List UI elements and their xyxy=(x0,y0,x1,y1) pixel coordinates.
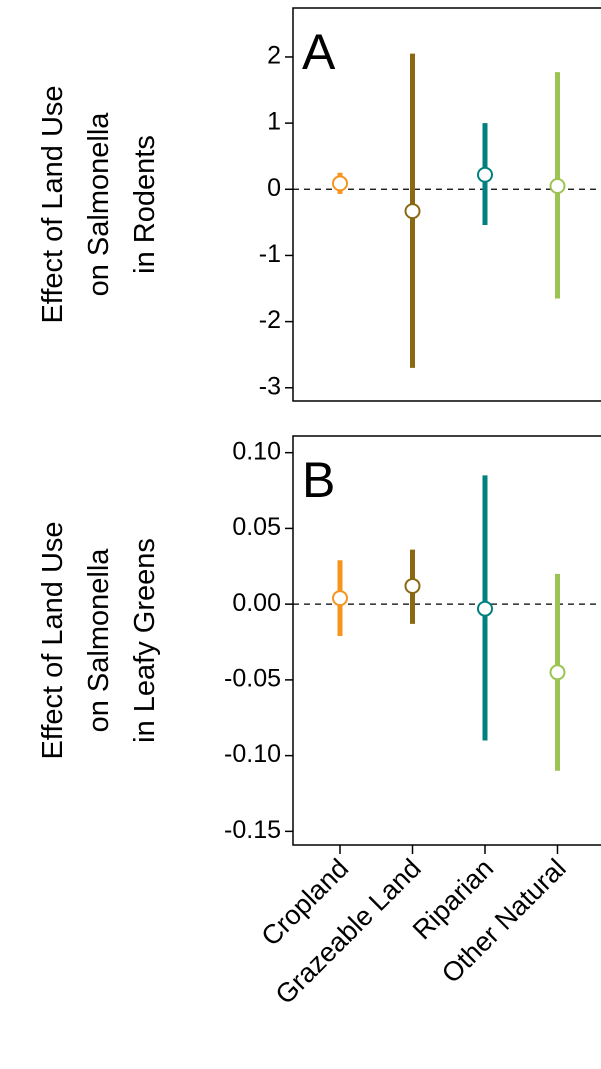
y-axis-title: on Salmonella xyxy=(83,548,115,733)
y-axis-title: in Rodents xyxy=(129,135,161,274)
y-tick-label: 0.05 xyxy=(232,513,281,541)
y-axis-title: Effect of Land Use xyxy=(37,521,69,759)
y-tick-label: -2 xyxy=(259,306,281,334)
y-tick-label: 2 xyxy=(267,42,281,70)
y-tick-label: -0.15 xyxy=(224,816,281,844)
point-estimate xyxy=(404,577,421,594)
point-estimate xyxy=(332,175,348,192)
panel-label: A xyxy=(302,24,336,80)
panel-label: B xyxy=(302,452,335,508)
point-estimate xyxy=(477,600,493,617)
y-axis-title: Effect of Land Use xyxy=(37,85,69,323)
y-tick-label: -1 xyxy=(259,240,281,268)
y-tick-label: -0.05 xyxy=(224,664,281,692)
plot-frame xyxy=(292,7,601,402)
y-tick-label: 1 xyxy=(267,108,281,136)
y-tick-label: 0.00 xyxy=(232,589,281,617)
y-tick-label: 0 xyxy=(267,174,281,202)
point-estimate xyxy=(404,203,421,220)
point-estimate xyxy=(477,166,493,183)
point-estimate xyxy=(549,177,566,194)
plot-frame xyxy=(292,435,601,846)
y-axis-title: in Leafy Greens xyxy=(129,538,161,743)
y-tick-label: 0.10 xyxy=(232,437,281,465)
point-estimate xyxy=(549,664,566,681)
y-axis-title: on Salmonella xyxy=(83,112,115,297)
y-tick-label: -3 xyxy=(259,372,281,400)
y-tick-label: -0.10 xyxy=(224,740,281,768)
point-estimate xyxy=(332,590,348,607)
